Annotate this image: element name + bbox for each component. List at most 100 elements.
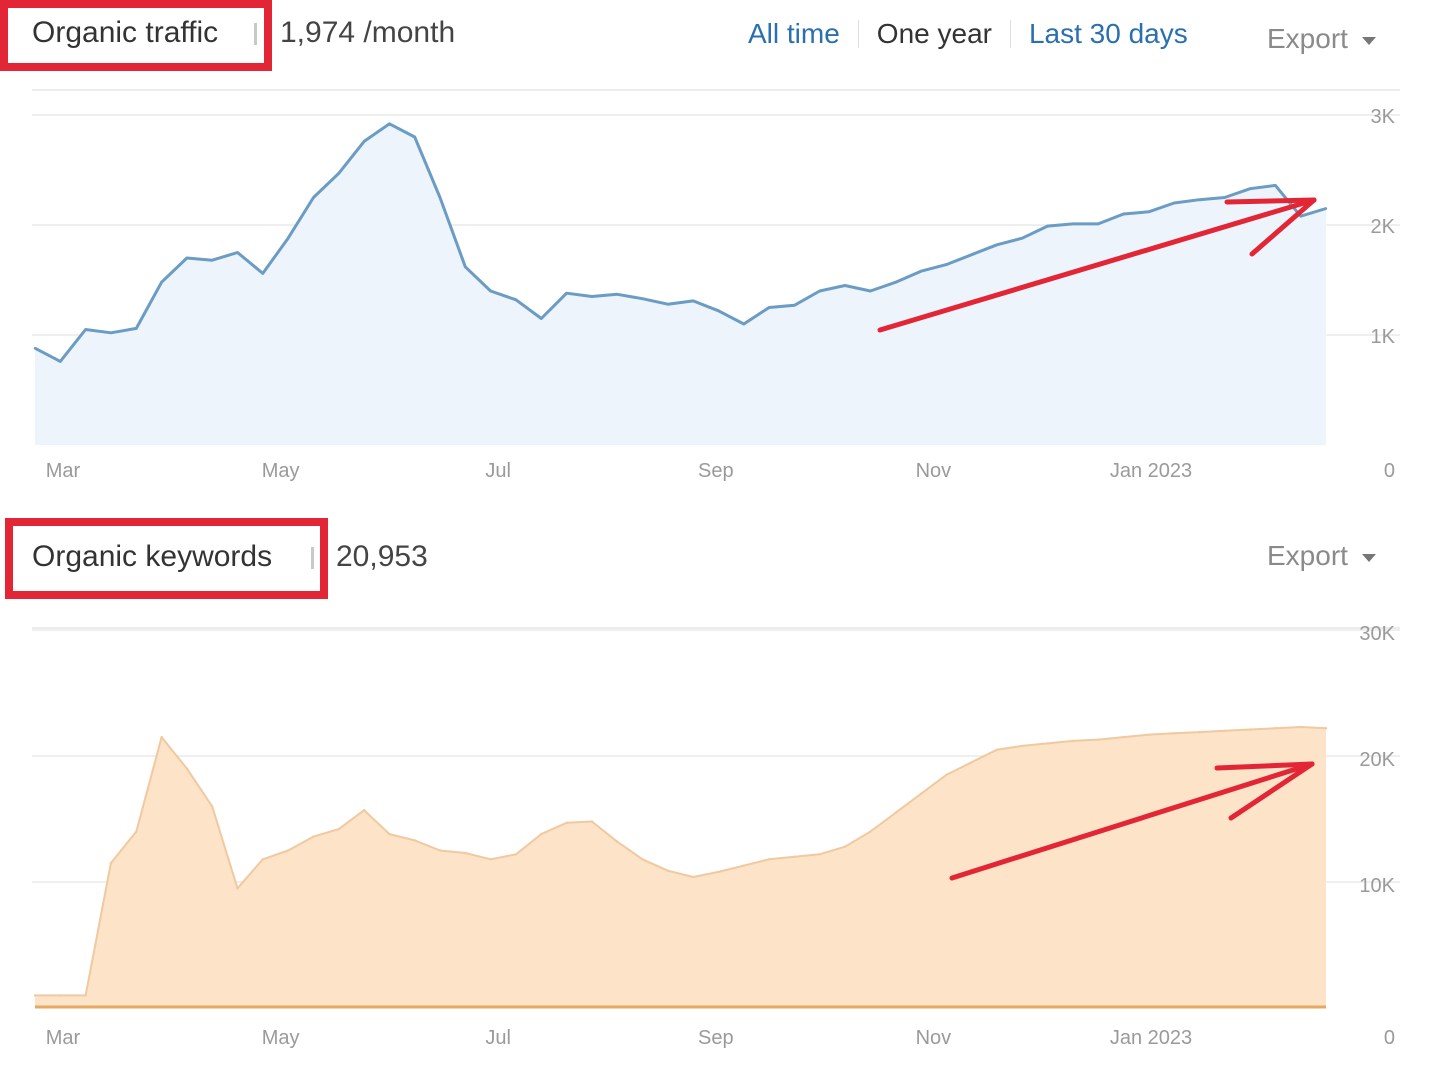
data-point: [970, 761, 973, 764]
data-point: [641, 858, 644, 861]
y-tick-label: 10K: [1359, 875, 1395, 897]
data-point: [109, 861, 113, 865]
tab-all-time[interactable]: All time: [748, 18, 840, 49]
data-point: [84, 328, 87, 331]
traffic-header: Organic traffic 1,974 /month All time On…: [0, 0, 1440, 71]
data-point: [464, 851, 467, 855]
trend-arrow-annotation: [877, 197, 1317, 333]
keywords-header: Organic keywords 20,953 Export: [0, 518, 1440, 599]
x-tick-label: Sep: [698, 460, 734, 482]
data-point: [1122, 212, 1125, 216]
data-point: [1274, 727, 1277, 730]
data-point: [666, 303, 669, 306]
series-area: [35, 123, 1326, 446]
data-point: [489, 289, 492, 293]
data-point: [160, 281, 163, 284]
data-point: [337, 172, 340, 175]
data-point: [261, 272, 264, 275]
keywords-value: 20,953: [336, 540, 428, 573]
data-point: [666, 869, 669, 872]
tab-last-30-days[interactable]: Last 30 days: [1028, 18, 1188, 49]
data-point: [894, 281, 897, 284]
data-point: [590, 295, 594, 298]
data-point: [1021, 744, 1024, 748]
data-point: [489, 858, 492, 861]
x-tick-label: Jul: [485, 1027, 511, 1049]
data-point: [135, 327, 138, 330]
y-tick-label: 0: [1384, 1027, 1395, 1049]
info-icon[interactable]: [254, 23, 257, 45]
y-tick-label: 20K: [1359, 749, 1395, 771]
x-tick-label: May: [262, 460, 300, 482]
data-point: [109, 331, 113, 334]
date-range-tabs: All time One year Last 30 days: [745, 18, 1206, 50]
data-point: [1097, 222, 1100, 226]
data-point: [818, 289, 821, 293]
data-point: [1046, 224, 1049, 228]
data-point: [919, 792, 923, 795]
data-point: [514, 853, 518, 856]
data-point: [1172, 732, 1176, 735]
x-tick-label: Jan 2023: [1110, 1027, 1192, 1049]
data-point: [1021, 237, 1024, 240]
data-point: [362, 140, 366, 143]
data-point: [236, 251, 239, 254]
data-point: [33, 347, 37, 350]
data-point: [590, 820, 594, 823]
y-tick-label: 3K: [1371, 106, 1396, 128]
x-tick-label: Nov: [916, 1027, 952, 1049]
data-point: [211, 805, 214, 808]
data-point: [1223, 196, 1226, 199]
data-point: [413, 135, 416, 139]
data-point: [1147, 210, 1151, 213]
data-point: [1147, 733, 1151, 736]
data-point: [843, 845, 847, 848]
data-point: [894, 811, 897, 814]
tab-one-year[interactable]: One year: [876, 18, 992, 49]
data-point: [692, 299, 695, 303]
data-point: [1198, 730, 1201, 734]
chevron-down-icon: [1361, 553, 1376, 562]
data-point: [970, 253, 973, 256]
data-point: [286, 849, 290, 852]
data-point: [793, 855, 796, 858]
data-point: [742, 322, 745, 326]
keywords-export-button[interactable]: Export: [1267, 540, 1376, 572]
data-point: [286, 237, 290, 240]
data-point: [261, 858, 264, 861]
data-point: [1097, 738, 1100, 741]
data-point: [1274, 184, 1277, 187]
data-point: [540, 317, 543, 320]
x-tick-label: Jul: [485, 460, 511, 482]
data-point: [1122, 735, 1125, 739]
data-point: [1324, 207, 1328, 210]
data-point: [540, 832, 543, 836]
organic-traffic-chart: 0 1K 2K 3K Mar May Jul Sep Nov Jan 2023: [32, 89, 1400, 482]
tab-divider: [857, 20, 859, 48]
data-point: [185, 767, 189, 770]
tab-divider: [1009, 20, 1011, 48]
data-point: [1248, 187, 1252, 190]
traffic-export-button[interactable]: Export: [1267, 23, 1376, 55]
data-point: [135, 830, 138, 833]
y-tick-label: 0: [1384, 460, 1395, 482]
x-tick-label: Mar: [46, 1027, 81, 1049]
data-point: [1071, 739, 1075, 743]
y-tick-label: 1K: [1371, 326, 1396, 348]
series-line: [35, 726, 1327, 997]
data-point: [1248, 728, 1252, 731]
info-icon[interactable]: [311, 547, 314, 569]
data-point: [84, 994, 87, 997]
data-point: [388, 832, 391, 836]
data-point: [312, 196, 315, 199]
x-tick-label: May: [262, 1027, 300, 1049]
data-point: [616, 840, 619, 843]
data-point: [59, 360, 62, 363]
data-point: [413, 839, 416, 842]
data-point: [767, 858, 771, 861]
data-point: [717, 309, 720, 312]
series-line: [34, 122, 1327, 363]
y-tick-label: 30K: [1359, 623, 1395, 645]
y-tick-label: 2K: [1371, 216, 1396, 238]
data-point: [1198, 198, 1201, 201]
